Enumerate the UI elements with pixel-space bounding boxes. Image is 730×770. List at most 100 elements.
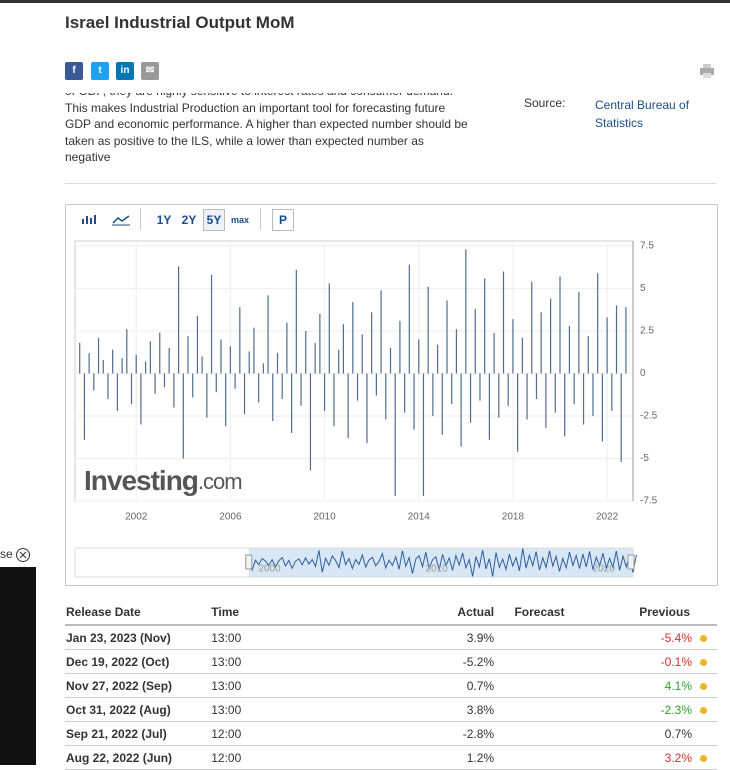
bar bbox=[446, 300, 448, 374]
line-chart-button[interactable] bbox=[111, 211, 131, 227]
bar bbox=[102, 359, 104, 374]
range-max[interactable]: max bbox=[230, 215, 249, 225]
plot-area bbox=[74, 240, 634, 502]
bar bbox=[389, 348, 392, 374]
navigator-tick-label: 2010 bbox=[425, 564, 448, 575]
share-email[interactable]: ✉ bbox=[141, 62, 159, 80]
bar bbox=[592, 373, 594, 416]
bar bbox=[276, 353, 279, 374]
bar bbox=[549, 298, 552, 374]
chart-box bbox=[65, 204, 718, 586]
bar bbox=[517, 373, 519, 452]
table-cell bbox=[495, 745, 566, 770]
share-facebook[interactable]: f bbox=[65, 62, 83, 80]
toolbar-divider bbox=[140, 208, 141, 230]
bar bbox=[192, 373, 194, 398]
bar bbox=[404, 373, 406, 413]
cell-text: -0.1% bbox=[660, 654, 692, 669]
bar bbox=[130, 373, 133, 405]
table-cell: 3.2% bbox=[565, 745, 717, 770]
revised-dot bbox=[700, 634, 707, 642]
bar bbox=[413, 373, 415, 430]
bar bbox=[338, 349, 340, 374]
table-cell: -2.3% bbox=[565, 697, 717, 722]
cell-text: 12:00 bbox=[211, 726, 242, 741]
bar bbox=[474, 308, 476, 374]
table-cell: -2.8% bbox=[352, 721, 496, 746]
bar bbox=[314, 342, 316, 374]
bar bbox=[328, 283, 330, 374]
bar bbox=[502, 271, 505, 374]
bar bbox=[333, 373, 335, 427]
bar bbox=[582, 373, 585, 425]
bar bbox=[422, 373, 425, 496]
cell-text: Aug 22, 2022 (Jun) bbox=[66, 750, 173, 765]
bar bbox=[484, 278, 486, 374]
table-cell: -5.4% bbox=[565, 625, 717, 650]
bar bbox=[319, 314, 321, 374]
portfolio-button[interactable]: P bbox=[272, 209, 294, 231]
share-twitter[interactable]: t bbox=[91, 62, 109, 80]
bar bbox=[531, 281, 533, 374]
bar bbox=[554, 373, 556, 413]
navigator-tick-label: 2000 bbox=[258, 564, 281, 575]
table-cell: 13:00 bbox=[210, 625, 353, 650]
bar bbox=[272, 373, 274, 422]
cell-text: 3.9% bbox=[466, 630, 495, 645]
range-1y[interactable]: 1Y bbox=[156, 213, 172, 227]
table-cell: 13:00 bbox=[210, 697, 353, 722]
separator bbox=[65, 183, 717, 184]
cell-text: 13:00 bbox=[211, 654, 242, 669]
table-cell: Aug 22, 2022 (Jun) bbox=[65, 745, 211, 770]
bar-chart-button[interactable] bbox=[80, 211, 100, 227]
table-cell: 0.7% bbox=[352, 673, 496, 698]
bar bbox=[243, 373, 246, 415]
bar bbox=[177, 266, 180, 374]
bar bbox=[121, 358, 123, 374]
bar bbox=[488, 373, 490, 440]
print-icon[interactable] bbox=[699, 63, 715, 79]
bar bbox=[182, 373, 184, 459]
x-tick-label: 2022 bbox=[596, 512, 619, 523]
bar bbox=[215, 373, 217, 393]
bar bbox=[469, 373, 472, 423]
bar bbox=[295, 269, 297, 374]
close-icon[interactable] bbox=[15, 547, 32, 564]
bar bbox=[394, 373, 396, 496]
navigator-handle[interactable] bbox=[627, 554, 635, 570]
navigator-handle[interactable] bbox=[245, 554, 253, 570]
description-line: taken as positive to the ILS, while a lo… bbox=[65, 133, 424, 148]
bar bbox=[399, 320, 401, 374]
source-link[interactable]: Central Bureau of Statistics bbox=[595, 98, 690, 130]
bar bbox=[206, 373, 208, 418]
bar bbox=[356, 373, 359, 401]
cell-text: 3.8% bbox=[466, 702, 495, 717]
cell-text: 4.1% bbox=[664, 678, 692, 693]
source-label: Source: bbox=[524, 96, 566, 110]
bar bbox=[611, 373, 613, 411]
bar bbox=[455, 329, 458, 374]
table-cell bbox=[495, 673, 566, 698]
bar bbox=[465, 249, 467, 374]
range-2y[interactable]: 2Y bbox=[181, 213, 197, 227]
bar bbox=[559, 276, 561, 374]
share-linkedin[interactable]: in bbox=[116, 62, 134, 80]
bar bbox=[291, 373, 293, 433]
table-cell: Sep 21, 2022 (Jul) bbox=[65, 721, 211, 746]
bar bbox=[126, 329, 128, 374]
bar bbox=[305, 331, 307, 374]
bar bbox=[620, 373, 622, 462]
y-tick-label: -7.5 bbox=[640, 496, 658, 507]
y-tick-label: 5 bbox=[640, 283, 646, 294]
cell-text: -2.3% bbox=[660, 702, 692, 717]
bar bbox=[97, 337, 100, 374]
header-row: Release Date Time Actual Forecast Previous bbox=[65, 600, 717, 626]
range-5y[interactable]: 5Y bbox=[203, 209, 225, 231]
table-cell: 3.9% bbox=[352, 625, 496, 650]
bar bbox=[168, 348, 170, 374]
bar bbox=[234, 373, 236, 389]
table-cell: -5.2% bbox=[352, 649, 496, 674]
bar bbox=[201, 356, 203, 374]
bar bbox=[578, 291, 580, 374]
